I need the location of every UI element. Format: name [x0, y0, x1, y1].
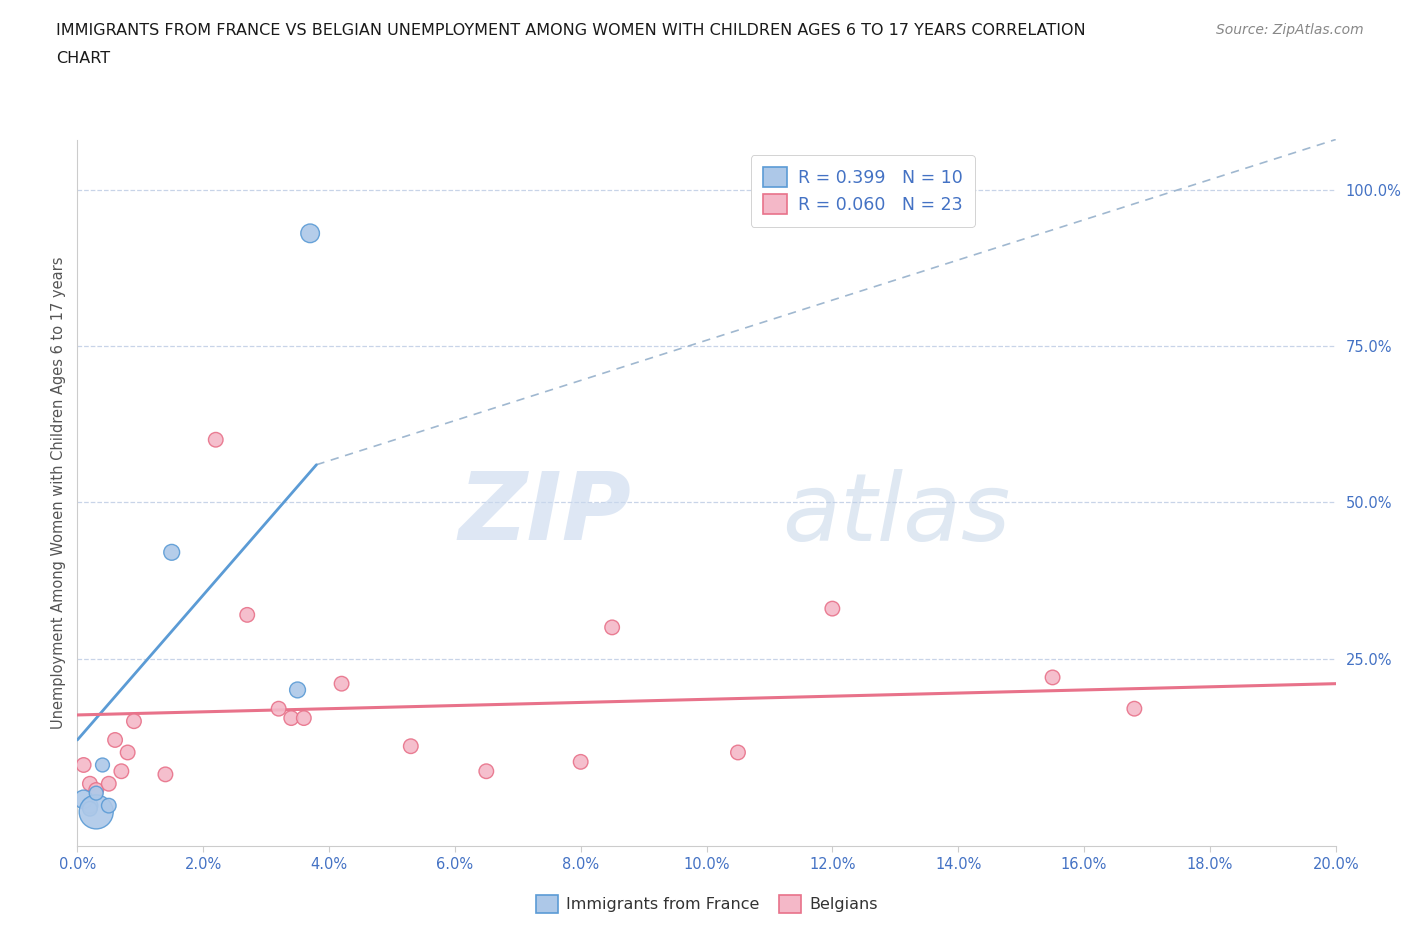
Text: atlas: atlas — [782, 469, 1011, 560]
Point — [155, 767, 177, 782]
Point — [97, 798, 120, 813]
Point — [236, 607, 259, 622]
Point — [72, 758, 94, 773]
Point — [79, 777, 101, 791]
Point — [84, 804, 107, 819]
Point — [110, 764, 132, 778]
Point — [104, 733, 127, 748]
Point — [84, 786, 107, 801]
Text: ZIP: ZIP — [458, 468, 631, 560]
Point — [1123, 701, 1146, 716]
Point — [600, 620, 623, 635]
Point — [79, 802, 101, 817]
Point — [79, 798, 101, 813]
Y-axis label: Unemployment Among Women with Children Ages 6 to 17 years: Unemployment Among Women with Children A… — [51, 257, 66, 729]
Text: IMMIGRANTS FROM FRANCE VS BELGIAN UNEMPLOYMENT AMONG WOMEN WITH CHILDREN AGES 6 : IMMIGRANTS FROM FRANCE VS BELGIAN UNEMPL… — [56, 23, 1085, 38]
Point — [91, 758, 114, 773]
Point — [84, 782, 107, 797]
Point — [475, 764, 498, 778]
Text: Source: ZipAtlas.com: Source: ZipAtlas.com — [1216, 23, 1364, 37]
Point — [72, 792, 94, 807]
Point — [569, 754, 592, 769]
Point — [204, 432, 226, 447]
Point — [122, 713, 145, 728]
Point — [267, 701, 290, 716]
Point — [292, 711, 315, 725]
Legend: Immigrants from France, Belgians: Immigrants from France, Belgians — [529, 888, 884, 920]
Point — [160, 545, 183, 560]
Point — [821, 601, 844, 616]
Point — [117, 745, 139, 760]
Point — [97, 777, 120, 791]
Point — [280, 711, 302, 725]
Point — [299, 226, 322, 241]
Point — [727, 745, 749, 760]
Point — [330, 676, 353, 691]
Point — [287, 683, 309, 698]
Point — [399, 738, 422, 753]
Point — [1042, 670, 1064, 684]
Text: CHART: CHART — [56, 51, 110, 66]
